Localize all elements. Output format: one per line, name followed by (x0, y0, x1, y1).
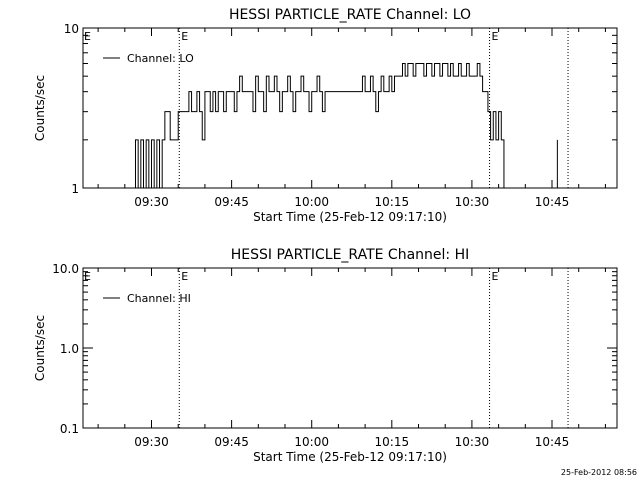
x-tick-label: 10:15 (375, 435, 410, 449)
y-tick-label: 0.1 (60, 422, 79, 436)
x-tick-label: 09:30 (134, 195, 169, 209)
plot-panel-lo: HESSI PARTICLE_RATE Channel: LO 09:30 09:4… (33, 7, 618, 224)
x-tick-label: 10:45 (535, 195, 570, 209)
y-axis-label: Counts/sec (33, 315, 47, 381)
edge-flag-label: E (84, 30, 91, 43)
x-tick-label: 09:45 (214, 195, 249, 209)
y-tick-label: 10.0 (52, 262, 79, 276)
chart-title: HESSI PARTICLE_RATE Channel: HI (231, 247, 469, 263)
x-tick-label: 10:00 (294, 195, 329, 209)
footer-timestamp: 25-Feb-2012 08:56 (561, 468, 637, 477)
x-tick-label: 09:30 (134, 435, 169, 449)
x-tick-label: 10:45 (535, 435, 570, 449)
y-tick-label: 1 (71, 182, 79, 196)
y-tick-label: 10 (64, 22, 79, 36)
edge-flag-label: E (84, 270, 91, 283)
event-flag-label: E (181, 30, 188, 43)
y-axis-label: Counts/sec (33, 75, 47, 141)
event-flag-label: E (492, 270, 499, 283)
event-flag-label: E (492, 30, 499, 43)
series-line (132, 62, 512, 189)
plot-frame (82, 27, 618, 189)
x-tick-label: 09:45 (214, 435, 249, 449)
x-axis-label: Start Time (25-Feb-12 09:17:10) (253, 210, 447, 224)
x-tick-label: 10:30 (455, 435, 490, 449)
y-tick-label: 1.0 (60, 342, 79, 356)
x-tick-label: 10:00 (294, 435, 329, 449)
event-flag-label: E (181, 270, 188, 283)
x-axis-label: Start Time (25-Feb-12 09:17:10) (253, 450, 447, 464)
chart-title: HESSI PARTICLE_RATE Channel: LO (229, 7, 471, 23)
x-tick-label: 10:15 (375, 195, 410, 209)
legend-entry: Channel: HI (127, 292, 191, 305)
plot-panel-hi: HESSI PARTICLE_RATE Channel: HI 09:30 09:4… (33, 247, 618, 464)
x-tick-label: 10:30 (455, 195, 490, 209)
legend-entry: Channel: LO (127, 52, 194, 65)
